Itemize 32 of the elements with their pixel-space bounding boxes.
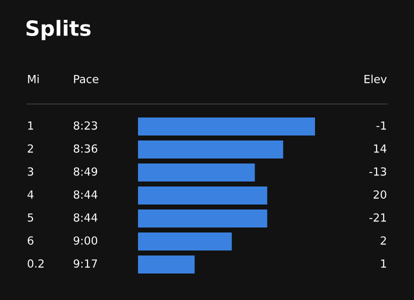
text: Mi — [28, 74, 39, 84]
text: 20 — [374, 190, 386, 199]
text: 9:17 — [74, 259, 97, 268]
bar — [138, 118, 315, 136]
y-tick-label: 4 — [28, 190, 34, 199]
bar — [138, 232, 232, 250]
text: 14 — [374, 144, 386, 153]
text: Elev — [364, 74, 387, 84]
y-tick-label: 5 — [28, 213, 34, 222]
text: -21 — [369, 213, 386, 222]
text: 1 — [381, 259, 386, 268]
y-tick-label: 0.2 — [28, 259, 44, 268]
bar — [138, 164, 255, 182]
y-tick-label: 1 — [28, 121, 34, 130]
y-tick-label: 6 — [28, 236, 34, 245]
text: 8:44 — [74, 190, 98, 199]
chart-title: Splits — [26, 20, 91, 40]
text: -13 — [369, 167, 386, 176]
bar — [138, 140, 284, 158]
bar — [138, 256, 195, 274]
y-tick-label: 3 — [28, 167, 34, 176]
text: 8:23 — [74, 121, 98, 130]
text: 8:49 — [74, 167, 98, 176]
text: -1 — [376, 121, 386, 130]
text: 9:00 — [74, 236, 98, 245]
y-tick-label: 2 — [28, 144, 33, 153]
text: 8:36 — [74, 144, 98, 153]
bar — [138, 210, 268, 228]
text: 2 — [380, 236, 386, 245]
text: Pace — [74, 74, 98, 84]
bar — [138, 186, 268, 204]
text: 8:44 — [74, 213, 98, 222]
